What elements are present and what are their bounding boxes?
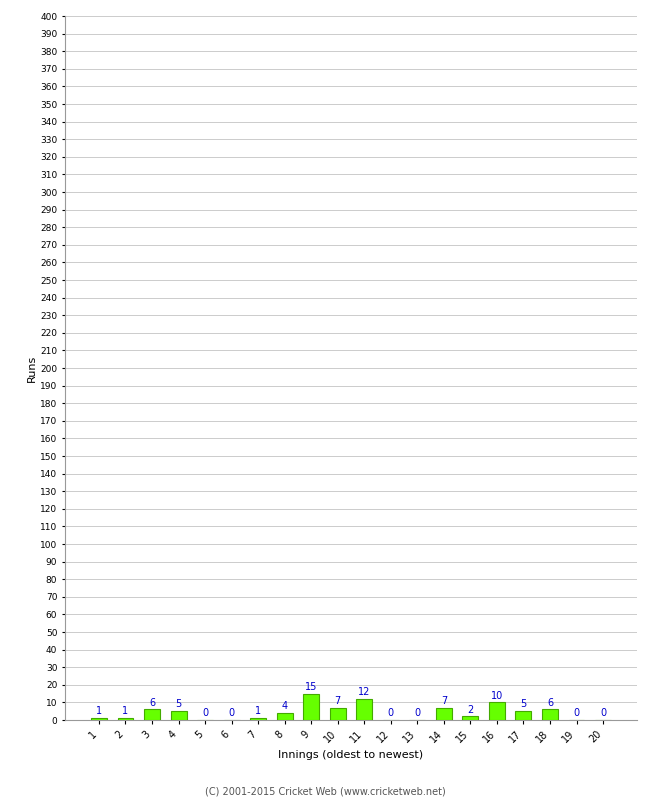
Bar	[91, 718, 107, 720]
Text: 10: 10	[491, 690, 503, 701]
Bar	[277, 713, 292, 720]
Bar	[489, 702, 505, 720]
Bar	[462, 717, 478, 720]
Text: (C) 2001-2015 Cricket Web (www.cricketweb.net): (C) 2001-2015 Cricket Web (www.cricketwe…	[205, 786, 445, 796]
Bar	[118, 718, 133, 720]
Bar	[144, 710, 160, 720]
Text: 1: 1	[96, 706, 102, 717]
Text: 5: 5	[520, 699, 526, 710]
Text: 0: 0	[388, 708, 394, 718]
Bar	[330, 708, 346, 720]
Text: 1: 1	[255, 706, 261, 717]
Text: 0: 0	[600, 708, 606, 718]
Bar	[304, 694, 319, 720]
Text: 5: 5	[176, 699, 182, 710]
Text: 0: 0	[414, 708, 421, 718]
Y-axis label: Runs: Runs	[27, 354, 37, 382]
Text: 7: 7	[441, 696, 447, 706]
X-axis label: Innings (oldest to newest): Innings (oldest to newest)	[278, 750, 424, 761]
Text: 6: 6	[149, 698, 155, 708]
Text: 1: 1	[122, 706, 129, 717]
Text: 15: 15	[305, 682, 317, 692]
Text: 2: 2	[467, 705, 473, 714]
Bar	[515, 711, 532, 720]
Bar	[542, 710, 558, 720]
Text: 0: 0	[573, 708, 580, 718]
Text: 4: 4	[281, 701, 288, 711]
Bar	[170, 711, 187, 720]
Text: 0: 0	[229, 708, 235, 718]
Text: 12: 12	[358, 687, 370, 697]
Bar	[250, 718, 266, 720]
Bar	[356, 699, 372, 720]
Text: 7: 7	[335, 696, 341, 706]
Text: 6: 6	[547, 698, 553, 708]
Text: 0: 0	[202, 708, 208, 718]
Bar	[436, 708, 452, 720]
